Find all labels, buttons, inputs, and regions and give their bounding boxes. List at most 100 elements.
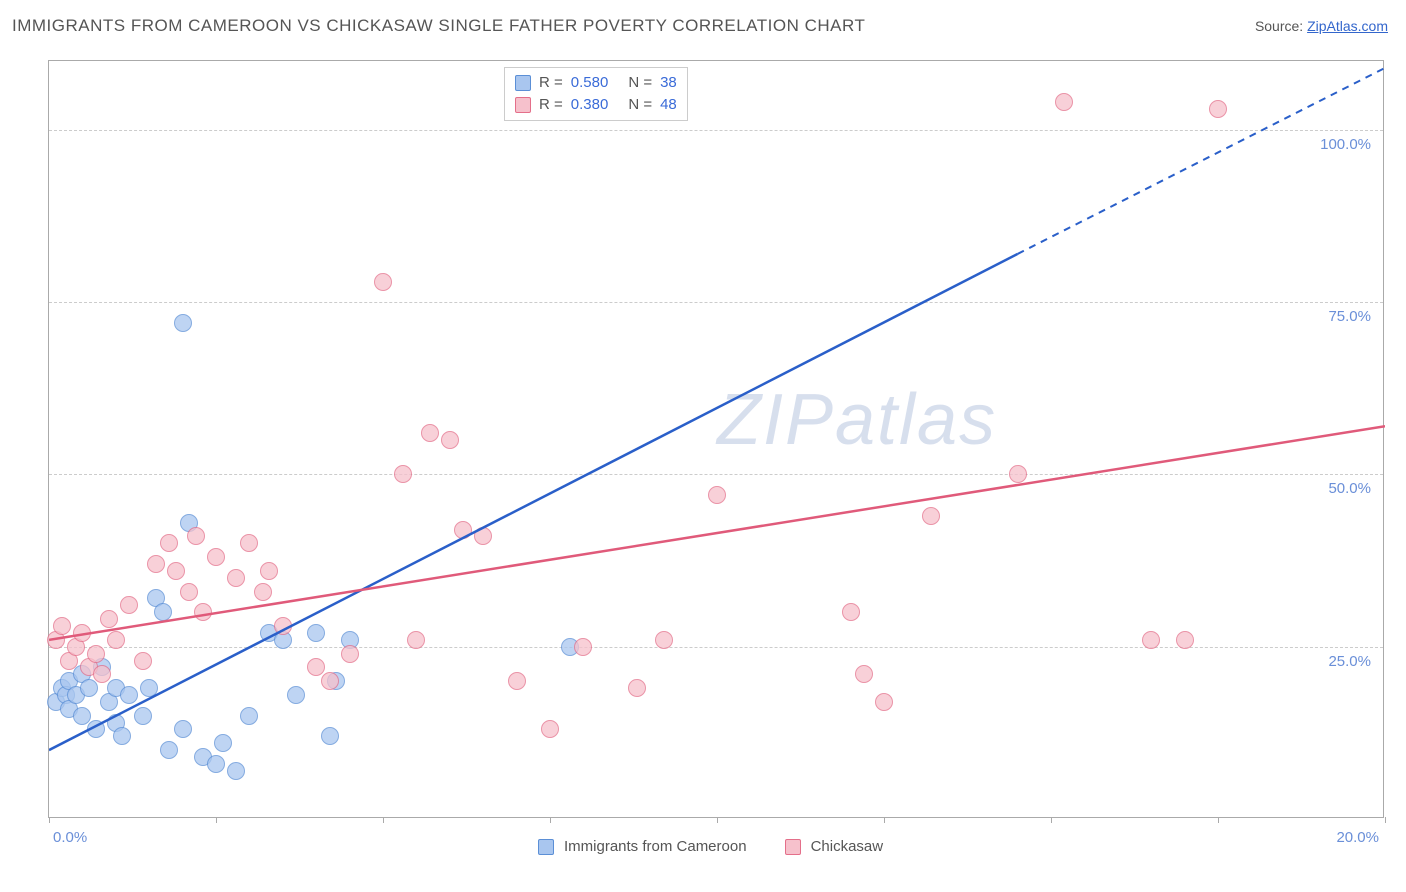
scatter-point xyxy=(421,424,439,442)
legend-swatch xyxy=(515,75,531,91)
legend-r-label: R = xyxy=(539,72,563,94)
scatter-point xyxy=(855,665,873,683)
scatter-point xyxy=(628,679,646,697)
scatter-point xyxy=(187,527,205,545)
legend-r-value: 0.580 xyxy=(571,72,609,94)
legend-row: R = 0.580 N = 38 xyxy=(515,72,677,94)
correlation-legend: R = 0.580 N = 38 R = 0.380 N = 48 xyxy=(504,67,688,121)
y-tick-label: 100.0% xyxy=(1320,136,1371,153)
source-attribution: Source: ZipAtlas.com xyxy=(1255,18,1388,34)
scatter-point xyxy=(113,727,131,745)
x-tick xyxy=(383,817,384,823)
scatter-point xyxy=(254,583,272,601)
scatter-point xyxy=(708,486,726,504)
source-prefix: Source: xyxy=(1255,18,1307,34)
x-tick xyxy=(550,817,551,823)
scatter-point xyxy=(407,631,425,649)
scatter-point xyxy=(107,631,125,649)
scatter-point xyxy=(73,624,91,642)
scatter-point xyxy=(207,755,225,773)
scatter-point xyxy=(53,617,71,635)
y-tick-label: 25.0% xyxy=(1328,653,1371,670)
scatter-point xyxy=(240,534,258,552)
scatter-point xyxy=(194,603,212,621)
x-tick xyxy=(1385,817,1386,823)
scatter-point xyxy=(508,672,526,690)
scatter-point xyxy=(160,534,178,552)
x-tick xyxy=(216,817,217,823)
scatter-point xyxy=(260,562,278,580)
y-gridline xyxy=(49,302,1383,303)
scatter-point xyxy=(321,672,339,690)
scatter-point xyxy=(394,465,412,483)
scatter-point xyxy=(287,686,305,704)
scatter-point xyxy=(227,569,245,587)
x-tick xyxy=(1218,817,1219,823)
legend-series-name: Immigrants from Cameroon xyxy=(564,838,747,855)
x-tick-label-end: 20.0% xyxy=(1336,829,1379,846)
scatter-point xyxy=(154,603,172,621)
legend-n-label: N = xyxy=(628,94,652,116)
scatter-point xyxy=(100,610,118,628)
chart-title: IMMIGRANTS FROM CAMEROON VS CHICKASAW SI… xyxy=(12,16,865,36)
scatter-point xyxy=(93,665,111,683)
y-tick-label: 75.0% xyxy=(1328,308,1371,325)
x-tick xyxy=(49,817,50,823)
watermark: ZIPatlas xyxy=(717,379,997,461)
scatter-point xyxy=(134,652,152,670)
scatter-point xyxy=(875,693,893,711)
scatter-point xyxy=(1142,631,1160,649)
scatter-point xyxy=(474,527,492,545)
scatter-point xyxy=(1055,93,1073,111)
scatter-point xyxy=(147,555,165,573)
plot-area: 25.0%50.0%75.0%100.0%0.0%20.0%ZIPatlasR … xyxy=(48,60,1384,818)
legend-n-label: N = xyxy=(628,72,652,94)
scatter-point xyxy=(1176,631,1194,649)
scatter-point xyxy=(87,645,105,663)
legend-r-value: 0.380 xyxy=(571,94,609,116)
scatter-point xyxy=(441,431,459,449)
scatter-point xyxy=(274,617,292,635)
scatter-point xyxy=(922,507,940,525)
chart-container: IMMIGRANTS FROM CAMEROON VS CHICKASAW SI… xyxy=(0,0,1406,892)
legend-n-value: 38 xyxy=(660,72,677,94)
scatter-point xyxy=(1209,100,1227,118)
scatter-point xyxy=(120,686,138,704)
legend-series-name: Chickasaw xyxy=(811,838,884,855)
scatter-point xyxy=(1009,465,1027,483)
scatter-point xyxy=(214,734,232,752)
y-gridline xyxy=(49,130,1383,131)
scatter-point xyxy=(574,638,592,656)
y-tick-label: 50.0% xyxy=(1328,480,1371,497)
scatter-point xyxy=(374,273,392,291)
scatter-point xyxy=(140,679,158,697)
scatter-point xyxy=(87,720,105,738)
scatter-point xyxy=(174,314,192,332)
scatter-point xyxy=(80,679,98,697)
scatter-point xyxy=(454,521,472,539)
scatter-point xyxy=(341,645,359,663)
trend-lines xyxy=(49,61,1385,819)
legend-n-value: 48 xyxy=(660,94,677,116)
legend-row: R = 0.380 N = 48 xyxy=(515,94,677,116)
series-legend: Immigrants from Cameroon Chickasaw xyxy=(538,838,883,855)
scatter-point xyxy=(842,603,860,621)
scatter-point xyxy=(120,596,138,614)
scatter-point xyxy=(541,720,559,738)
legend-swatch xyxy=(515,97,531,113)
scatter-point xyxy=(207,548,225,566)
legend-swatch xyxy=(538,839,554,855)
scatter-point xyxy=(167,562,185,580)
legend-r-label: R = xyxy=(539,94,563,116)
source-link[interactable]: ZipAtlas.com xyxy=(1307,18,1388,34)
scatter-point xyxy=(655,631,673,649)
y-gridline xyxy=(49,474,1383,475)
scatter-point xyxy=(174,720,192,738)
legend-swatch xyxy=(785,839,801,855)
scatter-point xyxy=(227,762,245,780)
x-tick xyxy=(884,817,885,823)
scatter-point xyxy=(160,741,178,759)
scatter-point xyxy=(307,624,325,642)
x-tick-label-start: 0.0% xyxy=(53,829,87,846)
x-tick xyxy=(717,817,718,823)
